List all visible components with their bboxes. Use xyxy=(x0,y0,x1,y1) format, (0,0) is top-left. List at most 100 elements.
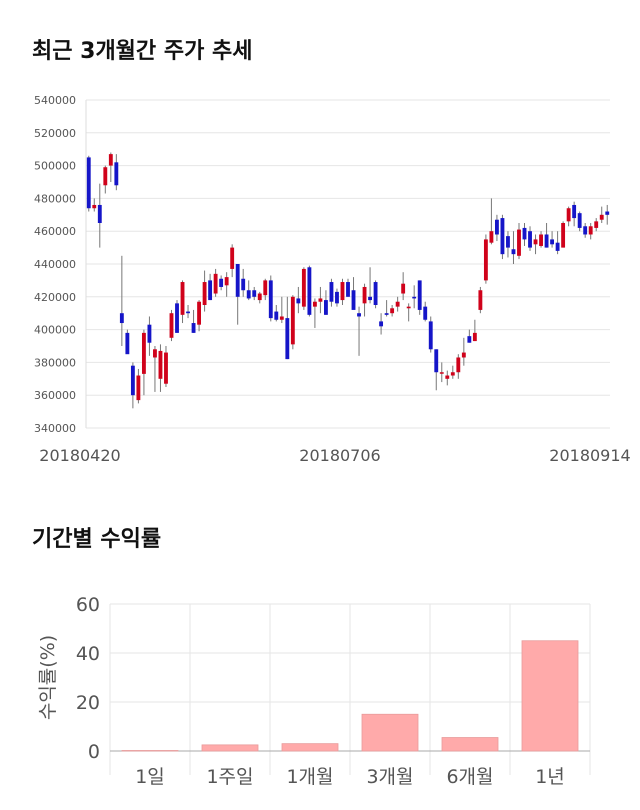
candle xyxy=(528,226,532,251)
candle-body xyxy=(130,365,135,396)
candle xyxy=(406,303,411,322)
y-axis-label: 수익률(%) xyxy=(37,635,59,720)
candle xyxy=(423,301,428,322)
candle xyxy=(141,329,146,396)
candle-body xyxy=(312,301,317,307)
candle xyxy=(461,337,466,366)
candle-body xyxy=(340,282,345,301)
candle xyxy=(279,296,284,324)
candle xyxy=(445,370,450,386)
candle xyxy=(147,316,152,356)
candle-body xyxy=(346,282,350,297)
candle-body xyxy=(197,301,202,325)
candle xyxy=(92,198,97,212)
candle-body xyxy=(235,264,240,297)
candle-body xyxy=(301,268,306,307)
candle-body xyxy=(108,154,113,166)
candle-body xyxy=(461,352,466,358)
candle xyxy=(97,183,102,248)
candle-body xyxy=(478,290,483,310)
candle xyxy=(588,223,593,240)
x-tick-label: 1주일 xyxy=(206,766,253,788)
candle xyxy=(130,362,135,409)
candle-body xyxy=(561,223,566,248)
y-tick-label: 60 xyxy=(76,594,100,616)
candle xyxy=(434,349,439,391)
candle xyxy=(522,223,527,246)
candle-body xyxy=(577,213,582,228)
candle-body xyxy=(114,162,119,186)
candle xyxy=(583,223,588,238)
bar xyxy=(121,750,179,752)
y-tick-label: 360000 xyxy=(34,389,76,402)
candle-body xyxy=(506,236,510,248)
bar xyxy=(441,737,499,752)
candle xyxy=(362,283,367,317)
candle xyxy=(439,362,444,383)
candle xyxy=(301,267,306,310)
candle xyxy=(412,285,417,309)
x-tick-label: 6개월 xyxy=(446,766,493,788)
candle-body xyxy=(263,280,268,296)
candlestick-chart: 340000 360000 380000 400000 420000 440000 4600… xyxy=(34,94,631,465)
candle xyxy=(241,268,246,297)
x-tick-label: 1일 xyxy=(135,766,165,788)
candle-body xyxy=(379,321,384,327)
candle-body xyxy=(417,280,422,310)
y-tick-label: 400000 xyxy=(34,324,76,337)
candle-body xyxy=(583,226,588,235)
candle-body xyxy=(533,239,538,245)
candle xyxy=(202,270,207,312)
candle-body xyxy=(588,226,593,235)
candle-body xyxy=(241,278,246,291)
candle-body xyxy=(318,298,323,302)
candle-body xyxy=(555,242,560,251)
candle-body xyxy=(164,352,168,384)
candle xyxy=(494,214,499,242)
candle-body xyxy=(605,211,610,215)
candle-body xyxy=(257,293,262,301)
candle-body xyxy=(390,308,395,314)
candle xyxy=(119,255,124,346)
candle-body xyxy=(412,296,417,299)
candle-body xyxy=(550,239,555,245)
candle-body xyxy=(395,301,400,307)
candle-body xyxy=(213,273,218,294)
y-tick-label: 440000 xyxy=(34,258,76,271)
candle xyxy=(329,278,334,307)
candle xyxy=(224,272,229,297)
candle xyxy=(566,206,571,227)
bar xyxy=(201,744,259,752)
candle-body xyxy=(483,239,488,281)
candle-body xyxy=(494,219,499,235)
candle xyxy=(136,368,141,404)
candle-body xyxy=(357,313,361,317)
candle-body xyxy=(158,350,163,379)
candle xyxy=(483,234,488,284)
candle-body xyxy=(202,282,207,305)
candle-body xyxy=(324,300,328,315)
candle xyxy=(246,280,251,301)
period-return-title: 기간별 수익률 xyxy=(32,527,162,552)
candle-body xyxy=(428,321,433,350)
candle-body xyxy=(423,306,428,320)
candle-body xyxy=(439,372,444,374)
candle xyxy=(478,286,483,314)
candle xyxy=(373,280,378,309)
candle-body xyxy=(180,282,185,315)
candle xyxy=(230,244,235,278)
candle-body xyxy=(147,324,152,343)
candle xyxy=(312,298,317,328)
candle xyxy=(263,278,268,301)
candle xyxy=(175,300,179,333)
candle-body xyxy=(368,296,372,301)
candle xyxy=(517,223,521,260)
candle xyxy=(467,329,472,343)
candle-body xyxy=(103,167,108,186)
candle-body xyxy=(86,157,91,209)
candle xyxy=(103,165,108,194)
candle-body xyxy=(456,357,461,373)
candle-body xyxy=(450,372,455,376)
candle xyxy=(318,286,323,314)
y-tick-label: 520000 xyxy=(34,127,76,140)
